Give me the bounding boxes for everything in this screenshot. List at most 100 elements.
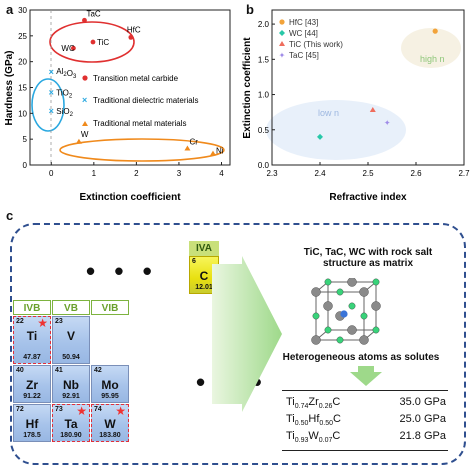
metal-atom: [359, 335, 369, 345]
panel-label-b: b: [246, 2, 254, 17]
chartA-ytick-label: 20: [18, 58, 27, 67]
group-iva-label: IVA: [189, 241, 219, 256]
chartA-point-label: SiO2: [56, 107, 73, 118]
element-tile-ta: 73 Ta 180.90 ★: [52, 404, 90, 442]
chartA-point: [184, 145, 191, 151]
matrix-description: TiC, TaC, WC with rock salt structure as…: [303, 247, 433, 269]
element-mass: 50.94: [62, 354, 80, 361]
element-mass: 91.22: [23, 393, 41, 400]
element-number: 74: [94, 406, 102, 413]
dielectric-ellipse: [31, 78, 65, 132]
element-symbol: V: [66, 329, 75, 343]
metal-atom: [347, 325, 357, 335]
element-symbol: Zr: [26, 378, 38, 392]
chartB-point: [432, 28, 438, 34]
chartA-ytick-label: 5: [23, 135, 28, 144]
carbon-number: 6: [192, 258, 196, 265]
result-formula: Ti0.93W0.07C: [286, 430, 341, 445]
legend-marker-dielectric: ×: [82, 95, 87, 105]
element-symbol: Nb: [63, 378, 79, 392]
metal-atom: [311, 287, 321, 297]
chartB-legend-marker: [279, 41, 285, 46]
element-tile-nb: 41 Nb 92.91: [52, 365, 90, 403]
element-tile-v: 23 V 50.94: [52, 316, 90, 364]
result-hardness: 35.0 GPa: [399, 396, 446, 408]
metal-atom: [371, 301, 381, 311]
chartB-legend-marker: [279, 30, 285, 36]
metal-atom: [359, 287, 369, 297]
results-top-rule: [282, 390, 448, 391]
panel-label-c: c: [6, 208, 14, 223]
chartB-ytick-label: 0.0: [258, 161, 270, 170]
carbon-atom: [324, 326, 332, 334]
carbide-ellipse: [49, 21, 135, 63]
chartB-ytick-label: 1.0: [258, 91, 270, 100]
solute-atom: [340, 310, 348, 318]
chartA-point-label: Al2O3: [56, 67, 77, 80]
element-number: 73: [55, 406, 63, 413]
element-tile-w: 74 W 183.80 ★: [91, 404, 129, 442]
element-number: 41: [55, 367, 63, 374]
element-mass: 47.87: [23, 354, 41, 361]
legend-carbide: Transition metal carbide: [93, 74, 179, 83]
chartA-point: ×: [49, 88, 54, 98]
chartB-ylabel: Extinction coefficient: [242, 37, 253, 139]
legend-dielectric: Traditional dielectric materials: [93, 96, 199, 105]
chartA-point: [82, 17, 87, 23]
carbon-atom: [372, 278, 380, 286]
metal-atom: [323, 301, 333, 311]
carbon-symbol: C: [199, 269, 209, 283]
chartB-legend-marker: [279, 19, 285, 25]
element-mass: 178.5: [23, 432, 41, 439]
star-icon: ★: [37, 316, 48, 330]
result-formula: Ti0.50Hf0.50C: [286, 413, 341, 428]
chartA-point: [128, 34, 134, 40]
chartB-xtick-label: 2.4: [314, 169, 326, 178]
element-mass: 92.91: [62, 393, 80, 400]
result-formula: Ti0.74Zr0.26C: [286, 396, 341, 411]
carbon-atom: [324, 278, 332, 286]
chartA-ytick-label: 10: [18, 109, 27, 118]
element-number: 42: [94, 367, 102, 374]
result-hardness: 21.8 GPa: [399, 430, 446, 442]
chartB-legend-marker: ✦: [279, 51, 286, 60]
carbon-atom: [348, 302, 356, 310]
chartB-legend: HfC [43] WC [44] TiC (This work)✦ TaC [45]: [279, 18, 344, 60]
element-symbol: Ti: [26, 329, 38, 343]
chartA-ytick-label: 25: [18, 32, 27, 41]
result-hardness: 25.0 GPa: [399, 413, 446, 425]
legend-marker-carbide: [82, 75, 88, 81]
chartB-xtick-label: 2.5: [362, 169, 374, 178]
chartA-point-label: WC: [61, 44, 75, 53]
chartA-point-label: W: [81, 130, 89, 139]
carbon-atom: [336, 336, 344, 344]
chartA-ytick-label: 30: [18, 6, 27, 15]
chartA-point: [209, 150, 216, 156]
group-vib-label: VIB: [91, 300, 129, 315]
chartA-point-label: TiO2: [56, 89, 73, 100]
star-icon: ★: [115, 404, 126, 418]
chartB-legend-label: TaC [45]: [289, 51, 319, 60]
chartA-ytick-label: 0: [23, 161, 28, 170]
extinction-refractive-chart: 2.3 2.4 2.5 2.6 2.70.00.51.01.52.0 ✦ high n …: [242, 9, 470, 203]
element-tile-zr: 40 Zr 91.22: [13, 365, 51, 403]
element-symbol: W: [104, 417, 116, 431]
chartA-ytick-label: 15: [18, 84, 27, 93]
highn-region: [401, 28, 461, 68]
element-symbol: Hf: [25, 417, 39, 431]
chartB-point: [317, 133, 323, 140]
chartB-ytick-label: 2.0: [258, 20, 270, 29]
chartA-point: ×: [49, 67, 54, 77]
element-number: 72: [16, 406, 24, 413]
results-bottom-rule: [282, 450, 448, 451]
lown-region: [266, 100, 406, 160]
element-number: 22: [16, 318, 24, 325]
chartB-ytick-label: 0.5: [258, 126, 270, 135]
legend-metal: Traditional metal materials: [93, 119, 187, 128]
chartA-xtick-label: 4: [219, 169, 224, 178]
group-ivb-label: IVB: [13, 300, 51, 315]
panel-c-frame: [10, 223, 466, 465]
element-tile-hf: 72 Hf 178.5: [13, 404, 51, 442]
carbon-atom: [372, 326, 380, 334]
chartB-ytick-label: 1.5: [258, 55, 270, 64]
